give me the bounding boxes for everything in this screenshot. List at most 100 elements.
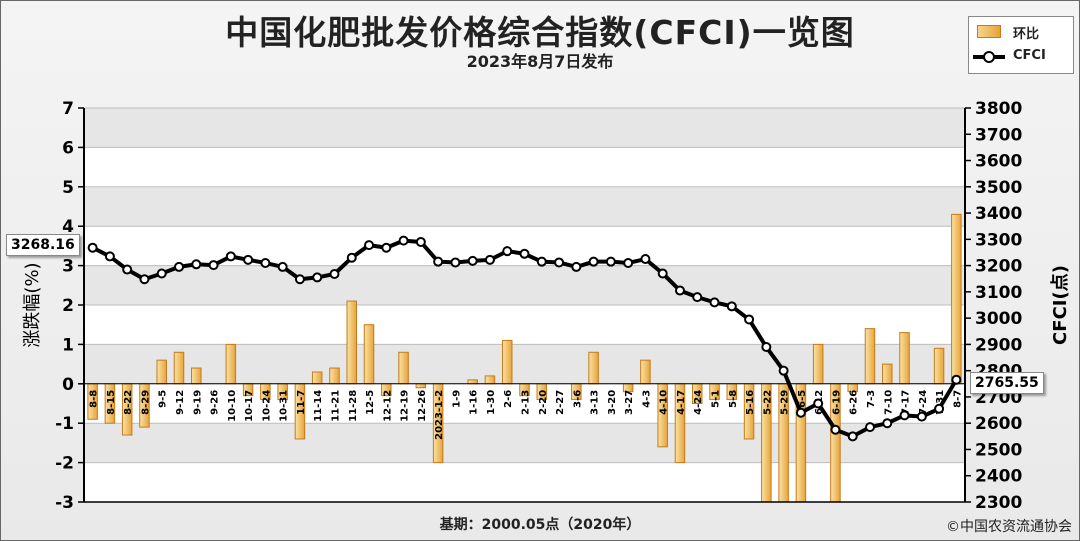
cfci-point-5-8 [726, 301, 737, 312]
category-label-5-22: 5-22 [762, 390, 773, 415]
right-tick-label: 3100 [975, 283, 1022, 303]
bar-7-10 [882, 363, 893, 385]
category-label-8-29: 8-29 [140, 390, 151, 415]
legend-bar-label: 环比 [1013, 27, 1040, 42]
category-label-4-17: 4-17 [676, 390, 687, 415]
bar-12-5 [363, 324, 375, 385]
cfci-point-9-5 [156, 268, 167, 279]
cfci-point-4-3 [640, 254, 651, 265]
category-label-10-31: 10-31 [279, 390, 290, 422]
right-tick-label: 2600 [975, 414, 1022, 434]
cfci-point-9-19 [191, 259, 202, 270]
cfci-point-2-27 [554, 257, 565, 268]
cfci-point-5-16 [744, 314, 755, 325]
bar-12-19 [398, 351, 409, 385]
category-label-7-10: 7-10 [883, 390, 894, 415]
grid-band [84, 423, 965, 463]
cfci-point-11-14 [312, 272, 323, 283]
category-label-5-1: 5-1 [711, 390, 722, 408]
cfci-point-4-24 [692, 292, 703, 303]
cfci-point-7-3 [864, 422, 875, 433]
legend-bar-swatch [977, 25, 1001, 38]
cfci-point-1-16 [467, 255, 478, 266]
category-label-9-26: 9-26 [210, 390, 221, 415]
category-label-4-24: 4-24 [693, 390, 704, 415]
cfci-point-11-7 [294, 274, 305, 285]
cfci-point-3-13 [588, 256, 599, 267]
bar-7-31 [933, 347, 945, 385]
category-label-5-8: 5-8 [728, 390, 739, 408]
bar-7-3 [864, 328, 876, 385]
cfci-point-8-7 [951, 374, 962, 385]
category-label-3-6: 3-6 [572, 390, 583, 408]
left-tick-label: 1 [62, 335, 74, 355]
cfci-point-1-9 [450, 257, 461, 268]
category-label-11-14: 11-14 [313, 390, 324, 422]
right-tick-label: 2500 [975, 440, 1022, 460]
cfci-point-1-30 [484, 254, 495, 265]
cfci-point-2-20 [536, 256, 547, 267]
right-tick-label: 3200 [975, 257, 1022, 277]
category-label-4-3: 4-3 [641, 390, 652, 408]
category-label-11-21: 11-21 [330, 390, 341, 422]
grid-band [84, 344, 965, 384]
category-label-6-26: 6-26 [849, 390, 860, 415]
category-label-11-7: 11-7 [296, 390, 307, 415]
cfci-point-6-19 [830, 424, 841, 435]
grid-band [84, 108, 965, 148]
bar-2-6 [501, 339, 513, 385]
category-label-2-13: 2-13 [521, 390, 532, 415]
bar-6-12 [812, 343, 824, 385]
category-label-9-5: 9-5 [158, 390, 169, 408]
category-label-7-17: 7-17 [901, 390, 912, 415]
cfci-point-10-17 [243, 254, 254, 265]
category-label-8-22: 8-22 [123, 390, 134, 415]
bar-4-3 [640, 359, 651, 385]
cfci-point-6-5 [795, 407, 806, 418]
copyright-text: ©中国农资流通协会 [946, 519, 1072, 535]
bar-11-21 [329, 367, 340, 385]
category-label-1-30: 1-30 [486, 390, 497, 415]
category-label-12-5: 12-5 [365, 390, 376, 415]
bar-1-16 [467, 379, 478, 385]
cfci-point-4-17 [674, 285, 685, 296]
category-label-12-19: 12-19 [400, 390, 411, 422]
left-tick-label: 3 [62, 257, 74, 277]
category-label-8-7: 8-7 [952, 390, 963, 408]
category-label-10-17: 10-17 [244, 390, 255, 422]
bar-8-7 [951, 213, 962, 385]
category-label-11-28: 11-28 [348, 390, 359, 422]
bar-9-19 [191, 367, 202, 385]
category-label-3-13: 3-13 [590, 390, 601, 415]
cfci-point-5-29 [778, 365, 789, 376]
right-tick-label: 3400 [975, 204, 1022, 224]
cfci-point-6-26 [847, 431, 858, 442]
right-tick-label: 2900 [975, 335, 1022, 355]
left-tick-label: -2 [55, 454, 74, 474]
right-axis-title: CFCI(点) [1049, 265, 1071, 345]
cfci-point-11-21 [329, 269, 340, 280]
category-label-2-6: 2-6 [503, 390, 514, 408]
category-label-5-16: 5-16 [745, 390, 756, 415]
legend-line-label: CFCI [1013, 48, 1046, 63]
category-label-1-9: 1-9 [451, 390, 462, 408]
cfci-point-12-5 [364, 240, 375, 251]
cfci-point-4-10 [657, 268, 668, 279]
category-label-10-10: 10-10 [227, 390, 238, 422]
chart-title: 中国化肥批发价格综合指数(CFCI)一览图 [225, 13, 855, 52]
cfci-point-12-12 [381, 242, 392, 253]
left-tick-label: 2 [62, 296, 74, 316]
left-tick-label: 4 [62, 217, 74, 237]
cfci-point-2-13 [519, 248, 530, 259]
category-label-6-5: 6-5 [797, 390, 808, 408]
right-tick-label: 3800 [975, 99, 1022, 119]
left-tick-label: -3 [55, 493, 74, 513]
category-label-12-12: 12-12 [382, 390, 393, 422]
left-tick-label: 5 [62, 178, 74, 198]
cfci-point-3-6 [571, 261, 582, 272]
bar-7-17 [899, 332, 910, 385]
right-tick-label: 2400 [975, 467, 1022, 487]
bar-1-30 [484, 375, 496, 385]
category-label-3-27: 3-27 [624, 390, 635, 415]
